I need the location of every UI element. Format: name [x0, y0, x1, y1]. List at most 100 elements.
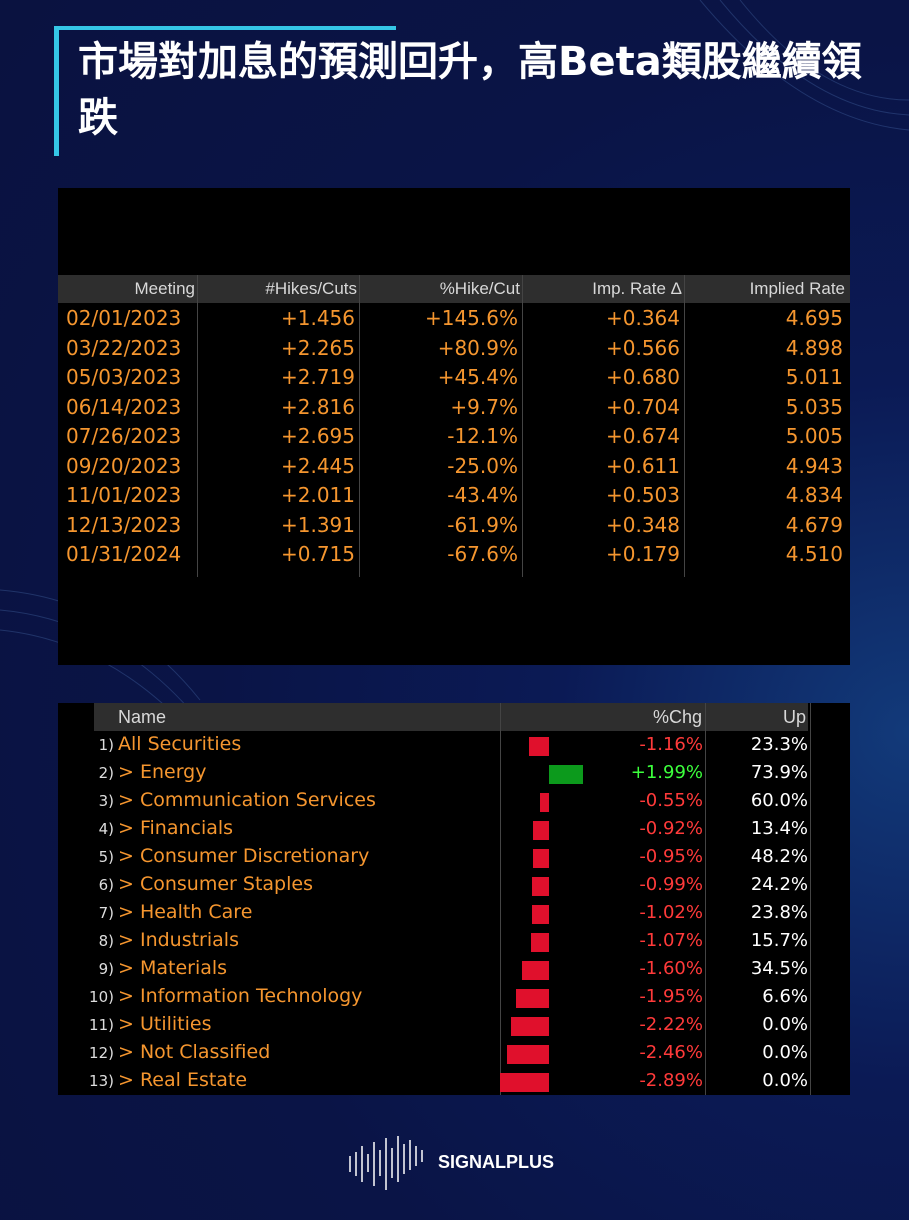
up-share: 15.7%	[750, 930, 808, 951]
rate-cell: +0.674	[605, 424, 680, 448]
column-header: Imp. Rate Δ	[592, 279, 682, 298]
rate-table	[58, 188, 850, 665]
rate-cell: 4.510	[785, 542, 843, 566]
row-number: 7)	[98, 904, 114, 922]
pct-change: -1.02%	[639, 902, 703, 923]
pct-change: -1.16%	[639, 734, 703, 755]
meeting-date: 05/03/2023	[66, 365, 182, 389]
sector-name: > Consumer Staples	[118, 873, 313, 895]
rate-cell: 4.898	[785, 335, 843, 360]
row-number: 12)	[89, 1044, 114, 1062]
rate-cell: +0.179	[605, 542, 680, 566]
rate-cell: +2.719	[280, 365, 355, 389]
pct-change: -0.92%	[639, 818, 703, 839]
row-number: 13)	[89, 1072, 114, 1090]
pct-change: -0.99%	[639, 874, 703, 895]
column-header: Up	[782, 707, 806, 727]
sector-name: > Information Technology	[118, 985, 363, 1007]
rate-cell: -25.0%	[447, 453, 518, 478]
row-number: 1)	[98, 736, 114, 754]
up-share: 13.4%	[750, 818, 808, 839]
sector-name: > Materials	[118, 957, 228, 979]
sector-name: > Consumer Discretionary	[118, 845, 370, 867]
rate-cell: +2.695	[280, 424, 355, 448]
sector-name: > Energy	[118, 761, 207, 783]
sector-table	[58, 703, 850, 1095]
sector-name: > Not Classified	[118, 1041, 271, 1063]
bar	[529, 737, 549, 756]
row-number: 3)	[98, 792, 114, 810]
pct-change: -1.07%	[639, 930, 703, 951]
rate-cell: 4.679	[785, 512, 843, 537]
sector-name: > Health Care	[118, 901, 253, 923]
bar	[530, 933, 549, 952]
bar	[539, 793, 549, 812]
rate-cell: +0.348	[605, 512, 680, 537]
up-share: 48.2%	[750, 846, 808, 867]
rate-cell: 4.943	[785, 453, 843, 478]
meeting-date: 11/01/2023	[66, 483, 182, 507]
rate-cell: +2.445	[280, 453, 355, 478]
sector-name: > Communication Services	[118, 789, 376, 811]
bar	[507, 1045, 549, 1064]
column-header: Meeting	[134, 279, 195, 298]
up-share: 34.5%	[750, 958, 808, 979]
bar	[532, 849, 549, 868]
up-share: 0.0%	[762, 1042, 808, 1063]
title: 市場對加息的預測回升，高Beta類股繼續領跌	[78, 39, 862, 141]
column-separator	[810, 703, 811, 1095]
pct-change: -1.95%	[639, 986, 703, 1007]
column-header: Name	[118, 707, 167, 727]
column-separator	[705, 703, 706, 1095]
column-separator	[197, 275, 198, 577]
up-share: 6.6%	[762, 986, 808, 1007]
meeting-date: 06/14/2023	[66, 394, 182, 419]
bar	[532, 877, 549, 896]
row-number: 10)	[89, 988, 114, 1006]
column-header: %Hike/Cut	[439, 279, 520, 298]
rate-cell: -43.4%	[447, 483, 518, 507]
meeting-date: 02/01/2023	[66, 306, 182, 330]
rate-cell: +80.9%	[437, 335, 518, 360]
brand: SIGNALPLUS	[438, 1152, 555, 1172]
rate-cell: +0.364	[605, 306, 680, 330]
meeting-date: 09/20/2023	[66, 453, 182, 478]
pct-change: -2.46%	[639, 1042, 703, 1063]
rate-cell: +9.7%	[450, 394, 518, 419]
sector-name: All Securities	[118, 733, 242, 755]
up-share: 60.0%	[750, 790, 808, 811]
rate-cell: 4.695	[785, 306, 843, 330]
column-separator	[359, 275, 360, 577]
accent	[54, 26, 396, 30]
sector-name: > Industrials	[118, 929, 239, 951]
rate-cell: +0.680	[605, 365, 680, 389]
row-number: 4)	[98, 820, 114, 838]
row-number: 2)	[98, 764, 114, 782]
column-header: %Chg	[652, 707, 702, 727]
column-separator	[684, 275, 685, 577]
rate-cell: +45.4%	[437, 365, 518, 389]
column-separator	[522, 275, 523, 577]
rate-cell: +2.816	[280, 394, 355, 419]
rate-cell: 5.011	[785, 365, 843, 389]
column-header: #Hikes/Cuts	[265, 279, 357, 298]
pct-change: -0.55%	[639, 790, 703, 811]
bar	[515, 989, 549, 1008]
column-separator	[500, 703, 501, 1095]
meeting-date: 01/31/2024	[66, 542, 182, 566]
rate-cell: -67.6%	[447, 542, 518, 566]
header-row	[94, 703, 808, 731]
row-number: 6)	[98, 876, 114, 894]
rate-cell: +0.503	[605, 483, 680, 507]
up-share: 24.2%	[750, 874, 808, 895]
rate-cell: +0.704	[605, 394, 680, 419]
rate-cell: +0.611	[605, 453, 680, 478]
row-number: 8)	[98, 932, 114, 950]
sector-name: > Real Estate	[118, 1069, 248, 1091]
rate-cell: 5.005	[785, 424, 843, 448]
row-number: 11)	[89, 1016, 114, 1034]
rate-cell: 5.035	[785, 394, 843, 419]
meeting-date: 12/13/2023	[66, 512, 182, 537]
pct-change: +1.99%	[630, 762, 703, 783]
